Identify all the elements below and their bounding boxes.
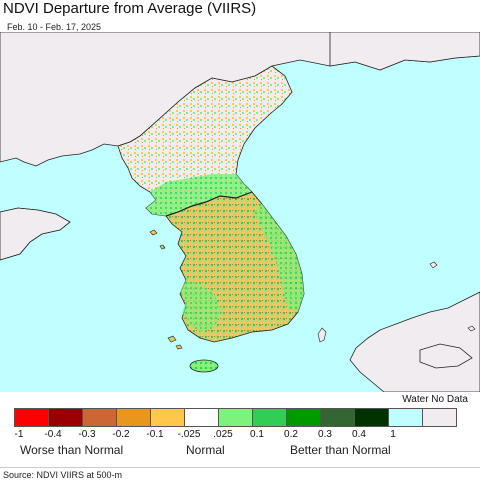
legend-tick-8: 0.2 bbox=[284, 429, 298, 440]
legend-swatch-1 bbox=[48, 408, 83, 427]
legend-swatch-0 bbox=[14, 408, 49, 427]
legend-swatch-6 bbox=[218, 408, 253, 427]
legend-swatch-4 bbox=[150, 408, 185, 427]
legend-tick-4: -0.1 bbox=[146, 429, 164, 440]
page-title: NDVI Departure from Average (VIIRS) bbox=[3, 0, 257, 17]
dmz-border bbox=[165, 191, 253, 217]
legend-tick-5: -.025 bbox=[177, 429, 201, 440]
legend-swatch-8 bbox=[286, 408, 321, 427]
legend-swatches bbox=[14, 408, 457, 427]
legend-tick-2: -0.3 bbox=[78, 429, 96, 440]
tsushima-island bbox=[317, 327, 327, 343]
legend-swatch-5 bbox=[184, 408, 219, 427]
map-canvas bbox=[0, 32, 480, 392]
japan-shikoku bbox=[419, 343, 473, 369]
legend-tick-9: 0.3 bbox=[318, 429, 332, 440]
legend-tick-1: -0.4 bbox=[44, 429, 62, 440]
legend-tick-0: -1 bbox=[14, 429, 24, 440]
category-normal: Normal bbox=[186, 443, 225, 457]
legend-swatch-10 bbox=[354, 408, 389, 427]
date-range: Feb. 10 - Feb. 17, 2025 bbox=[7, 22, 102, 32]
source-note: Source: NDVI VIIRS at 500-m bbox=[3, 470, 123, 480]
north-korea-south-band bbox=[146, 174, 252, 216]
legend-swatch-12 bbox=[422, 408, 457, 427]
legend-ticks: -1 -0.4 -0.3 -0.2 -0.1 -.025 .025 0.1 0.2 0.3 0.4 1 bbox=[0, 429, 480, 443]
category-worse: Worse than Normal bbox=[20, 443, 124, 457]
south-korea-southwest-green bbox=[180, 280, 222, 332]
legend-swatch-2 bbox=[82, 408, 117, 427]
russia-coast bbox=[329, 32, 480, 71]
south-korea-east-green bbox=[254, 204, 304, 312]
west-islands bbox=[149, 229, 183, 350]
legend-categories: Worse than Normal Normal Better than Nor… bbox=[0, 443, 480, 459]
legend-tick-3: -0.2 bbox=[112, 429, 130, 440]
water-no-data-label: Water No Data bbox=[402, 394, 468, 405]
legend-tick-11: 1 bbox=[390, 429, 396, 440]
legend-tick-7: 0.1 bbox=[250, 429, 264, 440]
legend: Water No Data -1 -0.4 -0.3 -0.2 -0.1 -.025 .02… bbox=[0, 392, 480, 462]
legend-swatch-3 bbox=[116, 408, 151, 427]
legend-swatch-9 bbox=[320, 408, 355, 427]
jeju-island bbox=[189, 359, 219, 373]
legend-tick-10: 0.4 bbox=[352, 429, 366, 440]
legend-swatch-11 bbox=[388, 408, 423, 427]
category-better: Better than Normal bbox=[290, 443, 391, 457]
ndvi-map bbox=[0, 32, 480, 392]
china-east-coast bbox=[0, 207, 71, 261]
legend-swatch-7 bbox=[252, 408, 287, 427]
small-islands-east bbox=[429, 261, 476, 332]
legend-tick-6: .025 bbox=[213, 429, 233, 440]
footer: Source: NDVI VIIRS at 500-m bbox=[0, 467, 480, 483]
